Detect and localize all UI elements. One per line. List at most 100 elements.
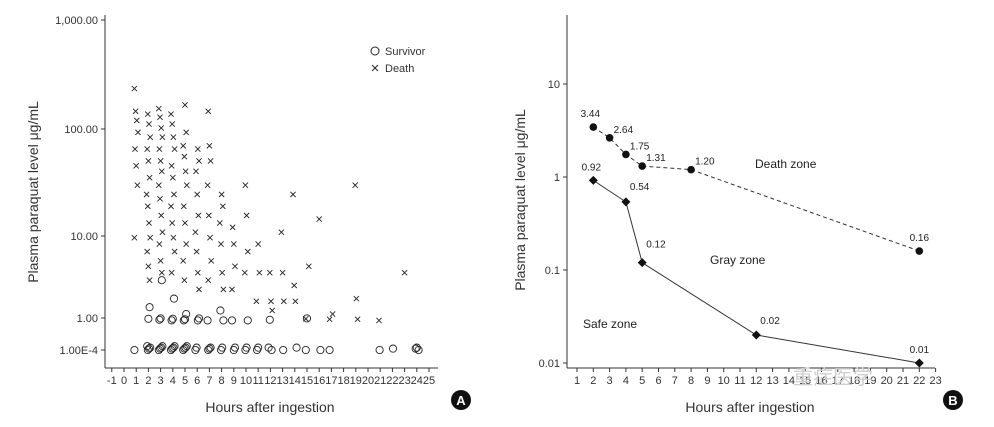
panel-b-x-tick-label: 10 xyxy=(718,375,730,387)
panel-b-x-tick-label: 3 xyxy=(607,375,613,387)
death-point xyxy=(135,129,141,136)
panel-b-x-tick-label: 9 xyxy=(704,375,710,387)
panel-a-y-tick-label: 1.00 xyxy=(77,313,98,325)
death-point xyxy=(132,146,138,152)
survivor-point xyxy=(182,342,191,351)
death-point xyxy=(218,191,225,198)
death-point xyxy=(143,191,150,198)
panel-b-x-tick-label: 11 xyxy=(734,375,745,387)
point-data-label: 0.54 xyxy=(630,182,650,193)
death-point xyxy=(253,298,260,305)
death-point xyxy=(133,162,140,169)
death-point xyxy=(147,234,154,241)
death-point xyxy=(376,317,382,324)
panel-a-y-tick-label: 1.00E-4 xyxy=(59,345,98,357)
death-point xyxy=(269,307,276,314)
legend-survivor-marker xyxy=(370,46,380,56)
panel-b-x-tick-label: 19 xyxy=(864,375,876,387)
death-point xyxy=(169,121,176,127)
panel-a-x-tick-label: 18 xyxy=(337,375,349,387)
panel-b-y-label: Plasma paraquat level μg/mL xyxy=(512,109,528,291)
death-point xyxy=(216,220,223,226)
death-point xyxy=(155,105,162,112)
survivor-point xyxy=(168,344,177,353)
death-point xyxy=(157,158,164,164)
survivor-point xyxy=(205,344,214,353)
death-point xyxy=(194,146,201,152)
survivor-point xyxy=(193,316,202,325)
death-point xyxy=(316,216,323,222)
panel-a-x-tick-label: 15 xyxy=(301,375,313,387)
panel-b-x-tick-label: 13 xyxy=(766,375,778,387)
survivor-point xyxy=(156,314,165,323)
death-point xyxy=(279,269,286,276)
death-point xyxy=(219,269,226,276)
survivor-point xyxy=(242,343,251,352)
death-point xyxy=(292,298,299,305)
survivor-point xyxy=(170,342,179,351)
death-point xyxy=(183,182,190,189)
death-point xyxy=(230,241,237,247)
point-data-label: 1.20 xyxy=(695,157,715,168)
death-point xyxy=(255,241,262,247)
panel-a-legend: Survivor Death xyxy=(370,46,426,75)
panel-a-x-tick-label: 21 xyxy=(374,375,386,387)
panel-b-x-tick-label: 6 xyxy=(655,375,661,387)
panel-b-x-tick-label: 12 xyxy=(750,375,762,387)
point-data-label: 2.64 xyxy=(614,125,634,136)
death-point xyxy=(208,257,215,264)
survivor-point xyxy=(219,316,228,325)
survivor-point xyxy=(169,343,178,352)
survivor-point xyxy=(157,343,166,352)
lower-point xyxy=(621,197,631,207)
legend-survivor-label: Survivor xyxy=(385,46,426,58)
death-point xyxy=(144,248,151,255)
death-point xyxy=(290,191,296,198)
death-point xyxy=(146,220,152,226)
death-point xyxy=(131,234,138,241)
death-point xyxy=(170,234,177,241)
lower-point xyxy=(588,175,598,185)
death-point xyxy=(168,111,174,118)
death-point xyxy=(158,168,165,175)
survivor-point xyxy=(218,343,227,352)
panel-a-x-tick-label: 3 xyxy=(158,375,164,387)
upper-point xyxy=(687,165,695,174)
survivor-point xyxy=(216,306,225,315)
panel-b-x-tick-label: 18 xyxy=(848,375,860,387)
panel-a-x-tick-label: 4 xyxy=(170,375,176,387)
death-point xyxy=(268,298,274,305)
death-point xyxy=(220,286,227,293)
badge-b: B xyxy=(943,390,963,410)
survivor-point xyxy=(206,343,215,352)
death-point xyxy=(219,203,226,210)
death-point xyxy=(401,269,408,276)
death-point xyxy=(182,101,188,108)
death-point xyxy=(156,146,163,152)
death-point xyxy=(207,158,214,164)
death-point xyxy=(183,241,190,247)
survivor-point xyxy=(192,343,201,352)
point-data-label: 1.31 xyxy=(646,153,666,164)
survivor-point xyxy=(144,344,154,353)
panel-a-x-tick-label: 10 xyxy=(240,375,252,387)
death-point xyxy=(193,248,200,255)
upper-point xyxy=(589,123,598,131)
death-point xyxy=(181,277,188,284)
badge-a: A xyxy=(451,390,471,410)
survivor-point xyxy=(292,343,301,352)
death-point xyxy=(180,257,187,264)
panel-a-x-tick-label: 22 xyxy=(386,375,398,387)
lower-point xyxy=(637,258,647,268)
upper-point xyxy=(605,133,614,142)
panel-a-x-tick-label: -1 xyxy=(107,375,117,387)
panel-a-x-tick-label: 11 xyxy=(252,375,263,387)
survivor-point xyxy=(375,345,384,355)
panel-b-x-tick-label: 17 xyxy=(832,375,844,387)
panel-a-x-label: Hours after ingestion xyxy=(205,399,334,415)
death-point xyxy=(168,269,175,276)
survivor-point xyxy=(411,344,420,353)
lower-point xyxy=(914,358,924,368)
